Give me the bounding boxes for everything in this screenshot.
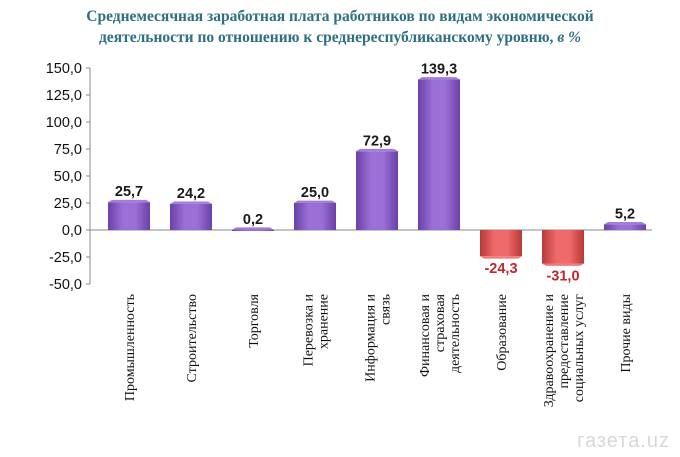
y-tick-label: 75,0: [54, 142, 82, 158]
bar-cap: [418, 77, 460, 80]
bar-value-label: 72,9: [363, 133, 391, 149]
bar-cap: [604, 221, 646, 225]
bar-negative: [542, 230, 584, 264]
bar-value-label: 25,7: [115, 184, 143, 200]
x-category-label-line: Перевозка и: [302, 294, 317, 367]
chart-title-unit: в %: [557, 29, 582, 46]
bar-negative: [480, 230, 522, 257]
bar-positive: [356, 151, 398, 230]
y-tick-label: 0,0: [62, 223, 82, 239]
x-category-label: Здравоохранение и предоставление социальны…: [542, 293, 587, 407]
bar-value-label: 139,3: [421, 62, 457, 78]
bar-group: [542, 230, 584, 266]
y-tick-label: 125,0: [46, 88, 82, 104]
x-category-label: Промышленность: [123, 294, 138, 401]
x-category-label-line: страховая: [433, 293, 448, 352]
x-category-label: Торговля: [247, 293, 262, 347]
x-category-label: Финансовая и страховая деятельность: [418, 293, 463, 377]
x-category-label-line: Финансовая и: [418, 294, 433, 378]
x-category-label-line: Строительство: [185, 294, 200, 382]
bar-positive: [170, 203, 212, 230]
x-category-label: Строительство: [185, 294, 200, 382]
bar-positive: [294, 203, 336, 230]
bar-group: [604, 221, 646, 230]
x-category-label-line: Информация и: [364, 293, 379, 381]
bar-cap: [232, 227, 274, 230]
bar-group: [170, 201, 212, 230]
y-tick-label: 100,0: [46, 115, 82, 131]
bar-cap: [108, 199, 150, 203]
bar-value-label: -24,3: [484, 261, 517, 277]
bar-group: [232, 227, 274, 231]
x-category-label-line: Промышленность: [123, 294, 138, 401]
bar-value-label: 0,2: [243, 212, 263, 228]
x-category-label-line: предоставление: [557, 294, 572, 389]
x-category-label: Информация и связь: [364, 293, 394, 381]
x-category-label-line: Образование: [495, 294, 510, 371]
x-category-label-line: Торговля: [247, 293, 262, 347]
bar-group: [418, 77, 460, 230]
bar-cap: [480, 256, 522, 259]
bar-value-label: 25,0: [301, 185, 329, 201]
bar-cap: [542, 263, 584, 266]
bar-positive: [108, 202, 150, 230]
bar-positive: [604, 224, 646, 230]
chart-title-line2-text: деятельности по отношению к среднереспуб…: [98, 29, 554, 46]
chart-title-line2: деятельности по отношению к среднереспуб…: [0, 27, 680, 48]
y-tick-label: -25,0: [49, 250, 82, 266]
y-tick-label: 150,0: [46, 61, 82, 77]
x-category-label-line: Прочие виды: [619, 293, 634, 372]
x-category-label-line: Здравоохранение и: [542, 293, 557, 407]
bar-group: [108, 199, 150, 230]
chart-title: Среднемесячная заработная плата работник…: [0, 6, 680, 48]
x-category-label: Перевозка и хранение: [302, 294, 332, 367]
bar-value-label: 5,2: [615, 206, 635, 222]
bar-group: [356, 148, 398, 230]
bar-positive: [418, 79, 460, 230]
bar-cap: [170, 201, 212, 204]
bar-value-label: -31,0: [546, 268, 579, 284]
bar-value-label: 24,2: [177, 186, 205, 202]
bar-group: [294, 200, 336, 230]
x-category-label-line: связь: [379, 294, 394, 325]
x-category-label: Прочие виды: [619, 293, 634, 372]
x-category-label-line: социальных услуг: [572, 294, 587, 403]
bar-cap: [294, 200, 336, 203]
bar-cap: [356, 148, 398, 152]
y-tick-label: -50,0: [49, 277, 82, 293]
y-tick-label: 50,0: [54, 169, 82, 185]
chart-title-line1: Среднемесячная заработная плата работник…: [86, 8, 594, 25]
y-tick-label: 25,0: [54, 196, 82, 212]
x-category-label-line: хранение: [317, 294, 332, 349]
x-category-label-line: деятельность: [448, 294, 463, 373]
x-category-label: Образование: [495, 294, 510, 371]
watermark-logo: газета.uz: [577, 430, 670, 452]
bar-group: [480, 230, 522, 259]
bar-positive: [232, 229, 274, 231]
